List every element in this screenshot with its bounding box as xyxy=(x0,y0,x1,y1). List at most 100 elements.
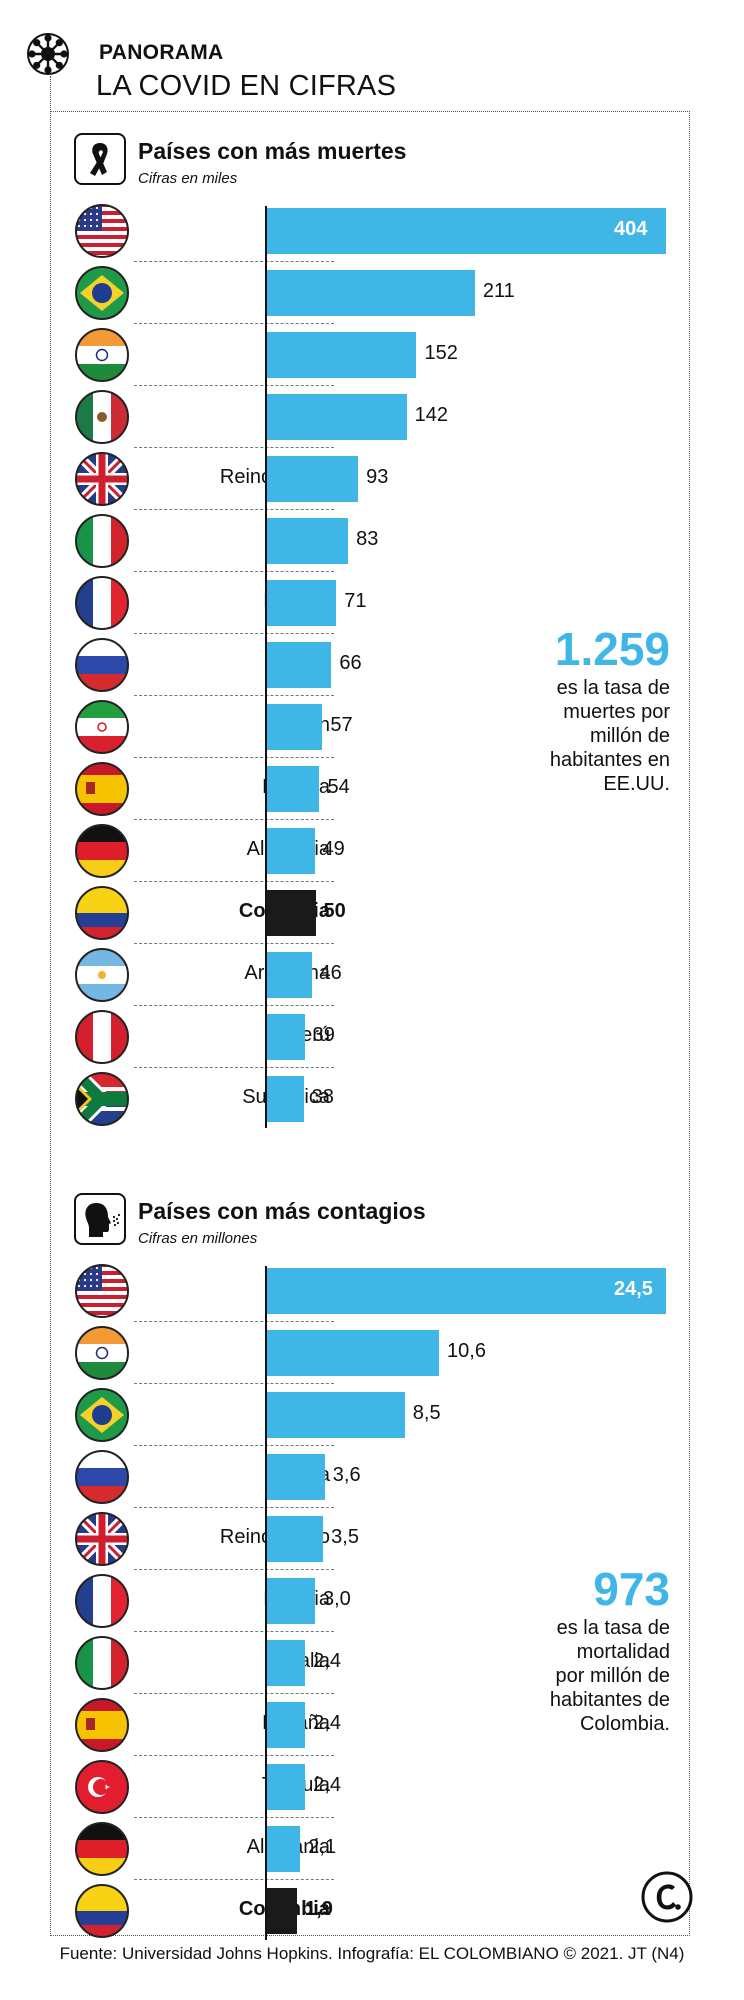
coughing-person-icon xyxy=(74,1193,126,1245)
callout-text-line: mortalidad xyxy=(576,1641,670,1663)
colombia-flag-icon xyxy=(75,886,129,940)
bar-row: España54 xyxy=(74,757,674,820)
value-label: 3,5 xyxy=(331,1526,359,1548)
chart-title: Países con más contagios xyxy=(138,1198,426,1224)
chart-subtitle: Cifras en miles xyxy=(138,170,238,187)
value-label: 2,1 xyxy=(308,1836,337,1858)
us-flag-icon xyxy=(75,1264,129,1318)
bar xyxy=(266,394,407,440)
bar xyxy=(266,704,323,750)
mexico-flag-icon xyxy=(75,390,129,444)
bar-row: Perú 39 xyxy=(74,1005,674,1068)
value-label: 3,6 xyxy=(332,1464,361,1486)
value-label: 211 xyxy=(482,280,515,302)
infographic-panel xyxy=(50,111,690,1936)
bar xyxy=(266,828,315,874)
bar xyxy=(266,456,359,502)
value-label: 3,0 xyxy=(322,1588,351,1610)
row-separator xyxy=(134,1383,334,1384)
row-separator xyxy=(134,1631,334,1632)
row-separator xyxy=(134,1445,334,1446)
value-label: 50 xyxy=(323,900,346,922)
row-separator xyxy=(134,385,334,386)
bar-row: Reino Unido93 xyxy=(74,447,674,510)
bar xyxy=(266,1076,304,1122)
bar xyxy=(266,1268,666,1314)
callout-text-line: millón de xyxy=(589,725,670,747)
value-label: 2,4 xyxy=(313,1650,341,1672)
bar-row: Reino Unido3,5 xyxy=(74,1507,674,1570)
row-separator xyxy=(134,1005,334,1006)
value-label: 49 xyxy=(322,838,345,860)
value-label: 1,9 xyxy=(305,1898,333,1920)
callout-text-line: habitantes de xyxy=(549,1689,670,1711)
section-label: PANORAMA xyxy=(99,41,224,64)
bar xyxy=(266,270,475,316)
peru-flag-icon xyxy=(75,1010,129,1064)
y-axis-line xyxy=(265,1266,267,1940)
bar xyxy=(266,208,666,254)
row-separator xyxy=(134,757,334,758)
bar-row: India10,6 xyxy=(74,1321,674,1384)
row-separator xyxy=(134,509,334,510)
row-separator xyxy=(134,1569,334,1570)
row-separator xyxy=(134,1693,334,1694)
header-connector-line xyxy=(50,76,51,112)
bar-row: EE.UU.404 xyxy=(74,200,674,262)
bar xyxy=(266,1392,405,1438)
callout-text-line: por millón de xyxy=(555,1665,670,1687)
bar xyxy=(266,1826,301,1872)
us-flag-icon xyxy=(75,204,129,258)
callout-text-line: es la tasa de xyxy=(556,1617,670,1639)
bar-row: Colombia50 xyxy=(74,881,674,944)
bar xyxy=(266,332,417,378)
value-label: 142 xyxy=(414,404,448,426)
callout-text-line: Colombia. xyxy=(579,1713,670,1735)
bar-row: Italia 2,4 xyxy=(74,1631,674,1694)
bar-row: India152 xyxy=(74,323,674,386)
value-label: 38 xyxy=(311,1086,334,1108)
bar-row: España2,4 xyxy=(74,1693,674,1756)
row-separator xyxy=(134,943,334,944)
bar xyxy=(266,1640,306,1686)
bar-row: Rusia66 xyxy=(74,633,674,696)
header: PANORAMA LA COVID EN CIFRAS xyxy=(0,0,744,112)
bar xyxy=(266,1516,324,1562)
value-label: 24,5 xyxy=(614,1278,653,1300)
bar-row: México142 xyxy=(74,385,674,448)
row-separator xyxy=(134,1067,334,1068)
iran-flag-icon xyxy=(75,700,129,754)
bar-row: Alemania2,1 xyxy=(74,1817,674,1880)
bar-row: Brasil8,5 xyxy=(74,1383,674,1446)
callout-text-line: muertes por xyxy=(563,701,670,723)
italy-flag-icon xyxy=(75,514,129,568)
bar-row: Brasil211 xyxy=(74,261,674,324)
footer-source: Fuente: Universidad Johns Hopkins. Infog… xyxy=(59,1944,685,1963)
spain-flag-icon xyxy=(75,1698,129,1752)
value-label: 10,6 xyxy=(447,1340,486,1362)
bar-row: EE.UU.24,5 xyxy=(74,1260,674,1322)
callout-number: 973 xyxy=(593,1563,670,1615)
virus-icon xyxy=(27,33,69,75)
row-separator xyxy=(134,1817,334,1818)
bar xyxy=(266,1454,325,1500)
colombia-flag-icon xyxy=(75,1884,129,1938)
germany-flag-icon xyxy=(75,824,129,878)
russia-flag-icon xyxy=(75,1450,129,1504)
india-flag-icon xyxy=(75,1326,129,1380)
spain-flag-icon xyxy=(75,762,129,816)
bar-row: Turquía2,4 xyxy=(74,1755,674,1818)
row-separator xyxy=(134,695,334,696)
y-axis-line xyxy=(265,206,267,1128)
india-flag-icon xyxy=(75,328,129,382)
bar xyxy=(266,1888,298,1934)
argentina-flag-icon xyxy=(75,948,129,1002)
value-label: 57 xyxy=(330,714,353,736)
row-separator xyxy=(134,1507,334,1508)
brazil-flag-icon xyxy=(75,1388,129,1442)
bar-row: Rusia3,6 xyxy=(74,1445,674,1508)
row-separator xyxy=(134,1879,334,1880)
row-separator xyxy=(134,819,334,820)
bar-row: Francia3,0 xyxy=(74,1569,674,1632)
row-separator xyxy=(134,1321,334,1322)
